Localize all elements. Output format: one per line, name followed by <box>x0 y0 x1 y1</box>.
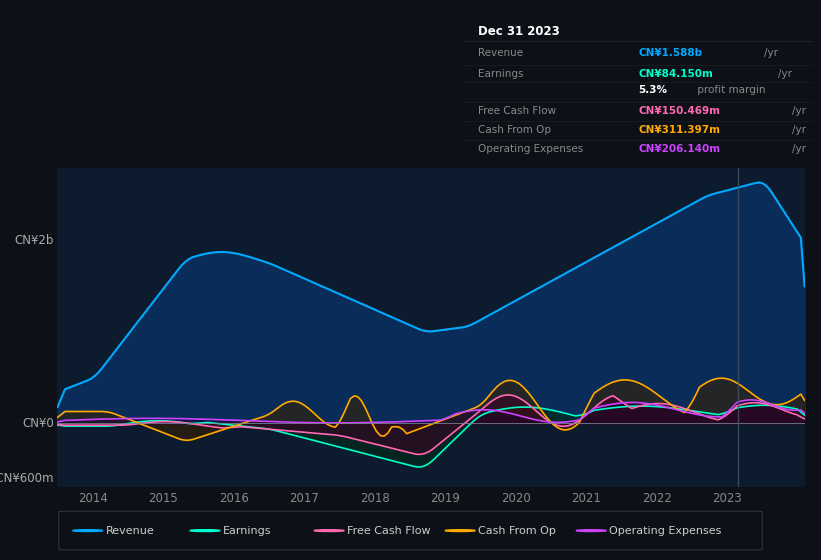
Circle shape <box>445 530 475 531</box>
Text: CN¥206.140m: CN¥206.140m <box>639 144 721 154</box>
Text: 5.3%: 5.3% <box>639 85 667 95</box>
Text: CN¥311.397m: CN¥311.397m <box>639 125 720 135</box>
Circle shape <box>314 530 344 531</box>
Text: CN¥84.150m: CN¥84.150m <box>639 68 713 78</box>
Text: CN¥2b: CN¥2b <box>14 235 53 248</box>
Text: Earnings: Earnings <box>223 526 272 535</box>
Text: /yr: /yr <box>791 106 806 115</box>
Text: Cash From Op: Cash From Op <box>478 125 551 135</box>
Circle shape <box>576 530 607 531</box>
Text: Revenue: Revenue <box>478 48 523 58</box>
Text: /yr: /yr <box>791 144 806 154</box>
Text: /yr: /yr <box>791 125 806 135</box>
Text: -CN¥600m: -CN¥600m <box>0 472 53 484</box>
Text: CN¥150.469m: CN¥150.469m <box>639 106 720 115</box>
Text: Operating Expenses: Operating Expenses <box>609 526 722 535</box>
Text: Free Cash Flow: Free Cash Flow <box>478 106 556 115</box>
Text: CN¥1.588b: CN¥1.588b <box>639 48 703 58</box>
Circle shape <box>190 530 220 531</box>
Text: Revenue: Revenue <box>106 526 154 535</box>
Text: Operating Expenses: Operating Expenses <box>478 144 583 154</box>
Text: profit margin: profit margin <box>695 85 766 95</box>
Text: Earnings: Earnings <box>478 68 523 78</box>
Text: /yr: /yr <box>764 48 778 58</box>
Text: /yr: /yr <box>778 68 792 78</box>
Text: Free Cash Flow: Free Cash Flow <box>347 526 431 535</box>
Text: CN¥0: CN¥0 <box>22 417 53 430</box>
Circle shape <box>72 530 103 531</box>
Text: Dec 31 2023: Dec 31 2023 <box>478 25 560 38</box>
Text: Cash From Op: Cash From Op <box>478 526 556 535</box>
